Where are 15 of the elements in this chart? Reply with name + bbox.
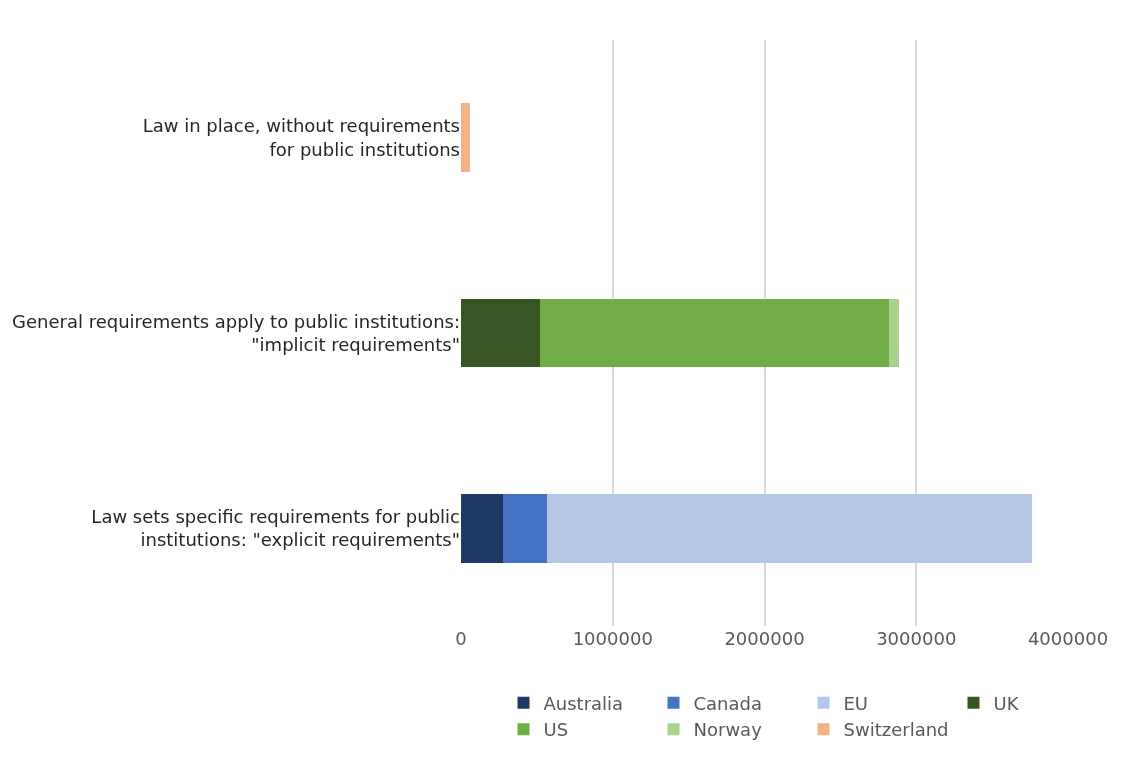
x-tick-label: 0 xyxy=(455,628,467,649)
legend-label: UK xyxy=(993,692,1020,714)
x-tick-label: 2000000 xyxy=(724,628,805,649)
legend-label: EU xyxy=(843,692,869,714)
legend-label: Canada xyxy=(693,692,762,714)
legend-label: Australia xyxy=(543,692,624,714)
y-tick-label: Law in place, without requirements for public institutions xyxy=(142,115,460,160)
legend-label: Norway xyxy=(693,719,763,741)
x-tick-label: 3000000 xyxy=(876,628,957,649)
y-tick-label: Law sets specific requirements for public institutions: "explicit requirements" xyxy=(91,505,460,551)
x-tick-label: 1000000 xyxy=(572,628,653,649)
x-tick-label: 4000000 xyxy=(1027,628,1109,649)
legend-label: Switzerland xyxy=(843,719,949,741)
y-tick-label: General requirements apply to public institutions: "implicit requirements" xyxy=(12,310,460,355)
legend-label: US xyxy=(543,719,569,741)
